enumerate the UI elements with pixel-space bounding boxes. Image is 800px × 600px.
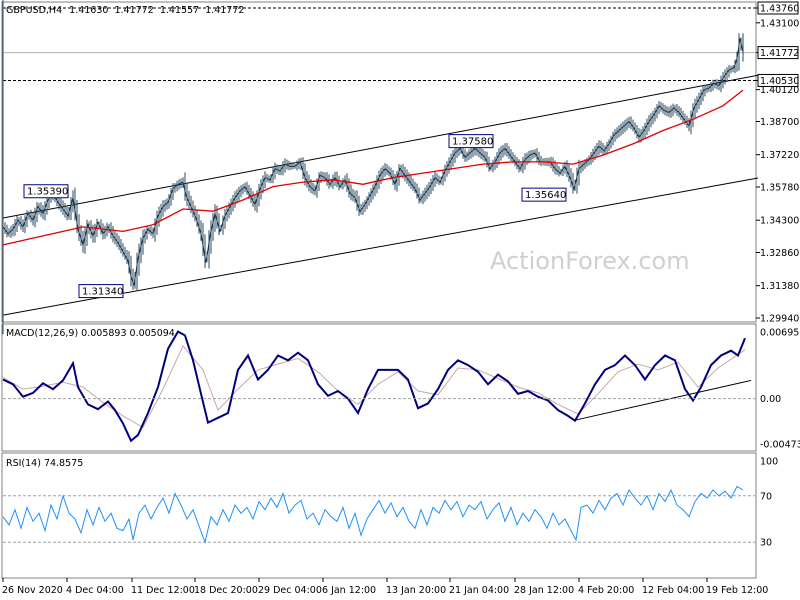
rsi-panel-frame (1, 452, 757, 579)
x-tick-4: 29 Dec 04:00 (258, 585, 322, 596)
channel-upper-line (2, 74, 759, 219)
x-axis: 26 Nov 2020 4 Dec 04:00 11 Dec 12:00 18 Dec… (2, 578, 768, 596)
macd-trendline (574, 379, 752, 421)
price-annotation-box-3 (521, 187, 567, 202)
chart-header: GBPUSD,H4 1.41630 1.41772 1.41557 1.4177… (6, 5, 244, 16)
x-tick-11: 19 Feb 12:00 (706, 585, 768, 596)
rsi-y-tick-0: 100 (760, 457, 778, 468)
rsi-title: RSI(14) 74.8575 (6, 458, 83, 469)
price-y-tick-11: 1.29940 (760, 314, 799, 325)
macd-signal-line (2, 344, 746, 429)
macd-y-tick-1: 0.00 (760, 394, 781, 405)
price-y-tick-4: 1.40120 (760, 85, 799, 96)
price-annotations: 1.35390 1.31340 1.37580 1.35640 (23, 134, 567, 299)
rsi-y-tick-2: 30 (760, 538, 772, 549)
price-annotation-box-0 (23, 184, 69, 199)
rsi-line (2, 485, 744, 544)
rsi-y-axis: 100 70 30 (760, 457, 778, 549)
price-y-tick-box-0 (757, 1, 799, 15)
price-annotation-2: 1.37580 (452, 137, 493, 148)
macd-y-tick-0: 0.006956 (760, 328, 800, 339)
header-close: 1.41772 (205, 5, 244, 16)
price-annotation-0: 1.35390 (27, 187, 68, 198)
price-y-tick-9: 1.32860 (760, 248, 799, 259)
x-tick-0: 26 Nov 2020 (2, 585, 63, 596)
header-open: 1.41630 (69, 5, 108, 16)
price-y-tick-7: 1.35780 (760, 183, 799, 194)
price-y-tick-1: 1.43100 (760, 18, 799, 29)
price-annotation-1: 1.31340 (82, 287, 123, 298)
price-y-tick-box-2 (757, 46, 799, 60)
x-tick-10: 12 Feb 04:00 (642, 585, 704, 596)
price-y-tick-3: 1.40530 (760, 76, 799, 87)
macd-y-axis: 0.006956 0.00 -0.004736 (3, 328, 800, 451)
x-tick-3: 18 Dec 20:00 (194, 585, 258, 596)
price-annotation-box-1 (78, 284, 124, 299)
x-tick-6: 13 Jan 20:00 (386, 585, 446, 596)
macd-line (2, 330, 746, 443)
price-annotation-box-2 (448, 134, 494, 149)
rsi-level-lines (3, 495, 756, 543)
watermark-text: ActionForex.com (490, 247, 690, 275)
rsi-y-tick-1: 70 (760, 491, 772, 502)
x-tick-1: 4 Dec 04:00 (66, 585, 124, 596)
price-y-tick-box-3 (757, 73, 799, 87)
macd-panel-frame (1, 323, 757, 452)
rsi-panel: 100 70 30 RSI(14) 74.8575 (1, 452, 778, 579)
symbol-label: GBPUSD,H4 (6, 5, 62, 16)
price-channel (2, 74, 759, 316)
price-y-tick-0: 1.43760 (760, 4, 799, 15)
price-y-tick-2: 1.41772 (760, 48, 799, 59)
price-y-tick-8: 1.34300 (760, 216, 799, 227)
macd-y-tick-2: -0.004736 (760, 440, 800, 451)
moving-average-line (2, 89, 744, 246)
x-tick-9: 4 Feb 20:00 (578, 585, 634, 596)
x-tick-7: 21 Jan 04:00 (449, 585, 509, 596)
x-tick-5: 6 Jan 12:00 (322, 585, 376, 596)
price-y-tick-10: 1.31380 (760, 281, 799, 292)
x-tick-2: 11 Dec 12:00 (131, 585, 195, 596)
channel-lower-line (2, 177, 759, 316)
header-low: 1.41557 (160, 5, 199, 16)
x-tick-8: 28 Jan 12:00 (514, 585, 574, 596)
price-annotation-3: 1.35640 (525, 190, 566, 201)
price-series-line (2, 38, 744, 286)
macd-title: MACD(12,26,9) 0.005893 0.005094 (6, 328, 175, 339)
macd-panel: 0.006956 0.00 -0.004736 MACD(12,26,9) 0.00… (1, 323, 800, 452)
price-y-tick-5: 1.38700 (760, 117, 799, 128)
price-panel-frame (1, 1, 757, 323)
price-level-lines (3, 7, 756, 81)
price-y-tick-6: 1.37220 (760, 150, 799, 161)
header-high: 1.41772 (114, 5, 153, 16)
